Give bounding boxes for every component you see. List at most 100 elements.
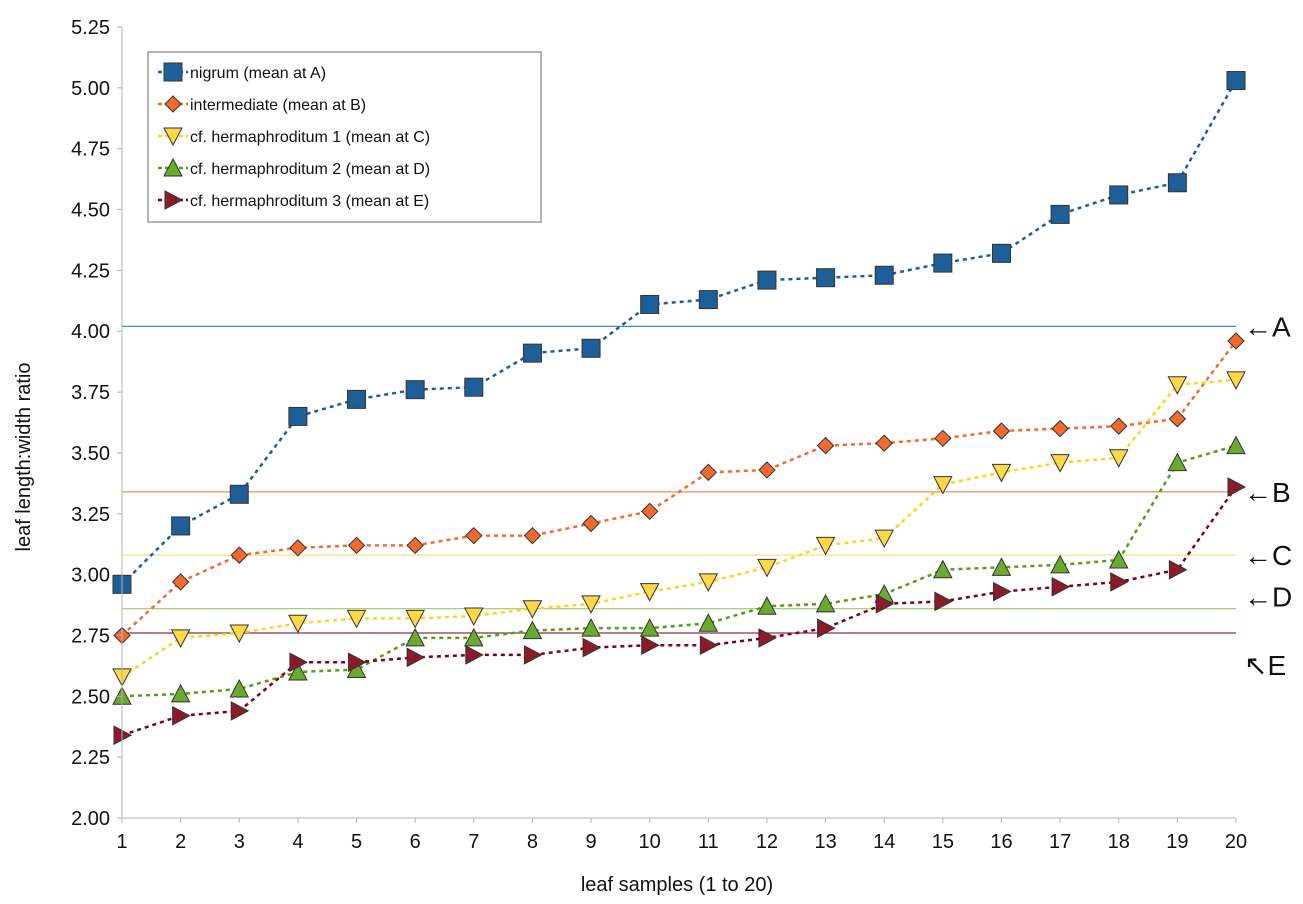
data-point (639, 618, 660, 637)
x-tick-label: 20 (1225, 831, 1247, 853)
data-point (1226, 435, 1246, 455)
data-point (406, 536, 424, 555)
data-point (289, 652, 308, 673)
data-point (170, 629, 191, 648)
data-point (522, 600, 543, 619)
data-point (1110, 572, 1129, 592)
data-point (463, 627, 484, 647)
legend-label: cf. hermaphroditum 1 (mean at C) (190, 129, 430, 146)
data-point (815, 536, 836, 556)
data-point (523, 645, 543, 665)
data-point (522, 343, 542, 363)
data-point (230, 546, 248, 564)
data-point (875, 593, 895, 614)
data-point (817, 618, 836, 638)
x-tick-label: 8 (527, 831, 538, 853)
data-point (698, 573, 719, 592)
data-point (465, 645, 484, 665)
data-point (640, 294, 660, 314)
mean-label-c: ←C (1244, 540, 1292, 571)
data-point (1167, 376, 1188, 395)
data-point (1226, 371, 1246, 390)
data-point (1109, 185, 1129, 205)
data-point (874, 265, 894, 285)
y-tick-label: 4.50 (71, 200, 110, 222)
data-point (229, 484, 249, 504)
data-point (1051, 576, 1071, 597)
x-tick-label: 13 (814, 831, 836, 853)
data-point (640, 502, 659, 521)
y-tick-label: 2.00 (71, 808, 110, 830)
y-tick-label: 3.25 (71, 504, 110, 526)
legend-label: nigrum (mean at A) (190, 65, 326, 82)
data-point (405, 609, 425, 629)
series-line (121, 340, 1237, 637)
legend-swatch-marker (163, 127, 183, 147)
data-point (991, 463, 1012, 483)
legend-entry: cf. hermaphroditum 2 (mean at D) (158, 157, 430, 178)
legend-swatch-marker (163, 62, 183, 82)
legend-entry: cf. hermaphroditum 1 (mean at C) (158, 127, 430, 147)
data-point (933, 476, 953, 495)
data-point (757, 558, 777, 578)
mean-lines (122, 325, 1236, 634)
data-point (815, 593, 836, 613)
data-point (289, 539, 307, 557)
legend-swatch-marker (164, 190, 184, 210)
x-tick-label: 5 (351, 831, 362, 853)
data-point (1108, 549, 1129, 569)
legend-label: cf. hermaphroditum 2 (mean at D) (190, 161, 430, 178)
mean-label-a: ←A (1244, 311, 1291, 342)
data-point (1050, 204, 1070, 224)
series-2 (113, 332, 1245, 645)
data-point (639, 583, 660, 602)
data-point (758, 628, 778, 648)
x-tick-label: 12 (756, 831, 778, 853)
y-tick-label: 5.25 (71, 17, 110, 39)
data-point (1050, 454, 1070, 473)
data-point (816, 436, 835, 455)
legend-swatch-marker (164, 95, 182, 113)
legend-entry: cf. hermaphroditum 3 (mean at E) (158, 190, 429, 210)
x-tick-label: 18 (1108, 831, 1130, 853)
x-axis-title: leaf samples (1 to 20) (581, 874, 773, 896)
y-axis-title: leaf length:width ratio (13, 362, 35, 551)
data-point (581, 595, 601, 614)
y-tick-label: 5.00 (71, 78, 110, 100)
y-tick-label: 3.75 (71, 382, 110, 404)
data-point (405, 380, 425, 400)
mean-label-e: ↖E (1244, 650, 1286, 681)
series-line (121, 79, 1238, 586)
data-point (170, 683, 191, 703)
y-tick-label: 2.75 (71, 625, 110, 647)
x-tick-label: 15 (932, 831, 954, 853)
x-tick-label: 2 (175, 831, 186, 853)
x-tick-label: 6 (410, 831, 421, 853)
data-point (874, 529, 895, 549)
data-point (934, 591, 953, 612)
data-point (229, 678, 250, 698)
data-point (288, 661, 308, 681)
data-point (991, 557, 1012, 576)
data-point (581, 338, 601, 358)
data-point (581, 618, 601, 637)
data-point (1051, 419, 1069, 438)
legend-label: cf. hermaphroditum 3 (mean at E) (190, 193, 429, 210)
data-point (698, 613, 719, 632)
legend-swatch-marker (163, 157, 183, 177)
data-point (1108, 449, 1129, 468)
data-point (1050, 554, 1070, 574)
data-point (172, 705, 191, 726)
x-tick-label: 16 (990, 831, 1012, 853)
series-line (121, 444, 1237, 698)
data-point (346, 609, 367, 629)
data-point (405, 627, 425, 647)
data-point (1226, 71, 1246, 91)
data-point (991, 243, 1011, 263)
data-point (582, 514, 600, 533)
x-tick-label: 14 (873, 831, 895, 853)
data-point (463, 607, 484, 627)
data-point (582, 637, 602, 658)
y-tick-label: 3.50 (71, 443, 110, 465)
